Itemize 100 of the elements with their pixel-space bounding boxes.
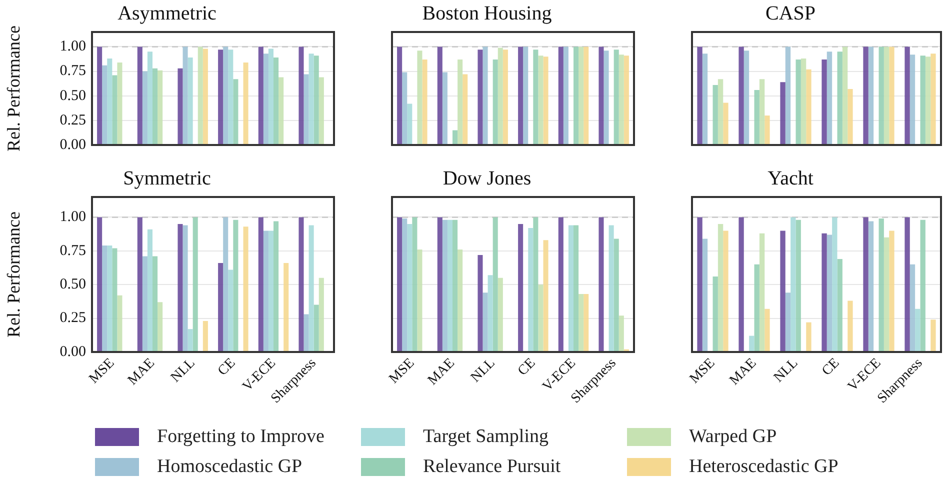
bar bbox=[137, 217, 142, 352]
bar bbox=[417, 50, 422, 144]
bar bbox=[182, 46, 188, 144]
bar bbox=[523, 46, 528, 144]
bar bbox=[584, 46, 589, 144]
y-tick-label: 0.75 bbox=[60, 63, 86, 80]
bar bbox=[188, 58, 193, 144]
bar bbox=[543, 240, 548, 352]
bar bbox=[910, 54, 916, 144]
bar bbox=[198, 46, 203, 144]
bar bbox=[462, 74, 468, 144]
bar bbox=[402, 72, 408, 144]
bar bbox=[223, 217, 228, 352]
chart-title: CASP bbox=[765, 2, 816, 24]
bar bbox=[796, 220, 801, 352]
bar bbox=[178, 68, 183, 144]
bar bbox=[920, 56, 926, 144]
y-tick-label: 0.50 bbox=[60, 276, 86, 293]
y-tick-label: 0.00 bbox=[60, 136, 86, 153]
bar bbox=[604, 50, 609, 144]
bar bbox=[258, 46, 264, 144]
bar bbox=[233, 220, 238, 352]
bar bbox=[152, 68, 158, 144]
bar bbox=[712, 276, 718, 352]
x-tick-label: CE bbox=[515, 356, 539, 379]
x-tick-label: NLL bbox=[468, 356, 498, 386]
bar bbox=[910, 264, 916, 352]
bar bbox=[558, 217, 564, 352]
bar bbox=[878, 46, 884, 144]
bar bbox=[233, 79, 238, 144]
bar bbox=[218, 263, 224, 352]
bar bbox=[832, 217, 838, 352]
x-tick-label: CE bbox=[819, 356, 843, 379]
bar bbox=[482, 46, 488, 144]
bar bbox=[624, 56, 629, 144]
bar bbox=[498, 278, 503, 352]
y-tick-label: 1.00 bbox=[60, 209, 86, 226]
bar bbox=[930, 320, 936, 352]
bar bbox=[749, 336, 754, 352]
bar bbox=[228, 50, 234, 144]
bar bbox=[274, 58, 279, 144]
bar bbox=[478, 254, 483, 352]
bar bbox=[397, 46, 402, 144]
chart-title: Dow Jones bbox=[442, 167, 532, 190]
bar bbox=[142, 71, 148, 144]
bar bbox=[308, 225, 314, 352]
x-tick-label: NLL bbox=[168, 356, 198, 386]
bar bbox=[614, 50, 619, 144]
bar bbox=[218, 50, 224, 144]
bar bbox=[578, 294, 584, 352]
bar bbox=[417, 250, 422, 352]
bar bbox=[558, 46, 564, 144]
bar bbox=[598, 217, 604, 352]
bar bbox=[263, 230, 268, 352]
chart-title: Yacht bbox=[768, 167, 814, 190]
bar bbox=[863, 217, 868, 352]
bar bbox=[723, 102, 728, 144]
bar bbox=[268, 230, 274, 352]
bar bbox=[697, 46, 702, 144]
bar bbox=[618, 316, 624, 352]
bar bbox=[158, 302, 163, 352]
bar bbox=[107, 246, 112, 352]
bar bbox=[884, 46, 890, 144]
bar bbox=[878, 218, 884, 352]
bar bbox=[298, 217, 304, 352]
bar bbox=[800, 58, 806, 144]
bar bbox=[488, 275, 493, 352]
y-tick-label: 0.00 bbox=[60, 344, 86, 360]
bar bbox=[744, 50, 750, 144]
bar bbox=[925, 56, 931, 144]
bar bbox=[697, 217, 702, 352]
bar bbox=[904, 217, 910, 352]
y-tick-label: 0.75 bbox=[60, 242, 86, 259]
bar bbox=[268, 48, 274, 144]
bar bbox=[618, 54, 624, 144]
bar bbox=[102, 65, 108, 144]
bar bbox=[608, 225, 614, 352]
legend-label: Forgetting to Improve bbox=[157, 426, 324, 448]
bar bbox=[97, 217, 102, 352]
legend-label: Warped GP bbox=[689, 426, 777, 448]
bar bbox=[868, 221, 874, 352]
x-tick-label: NLL bbox=[771, 356, 802, 386]
bar bbox=[458, 250, 463, 352]
bar bbox=[284, 263, 289, 352]
bar bbox=[598, 46, 604, 144]
bar bbox=[223, 46, 228, 144]
bar bbox=[178, 224, 183, 352]
bar bbox=[147, 52, 152, 144]
bar bbox=[137, 46, 142, 144]
bar bbox=[584, 294, 589, 352]
bar bbox=[102, 246, 108, 352]
bar bbox=[314, 304, 319, 352]
bar bbox=[304, 314, 309, 352]
bar bbox=[158, 70, 163, 144]
bar bbox=[308, 54, 314, 144]
bar bbox=[790, 217, 796, 352]
bar bbox=[826, 234, 832, 352]
bar bbox=[712, 85, 718, 144]
bar bbox=[822, 60, 827, 144]
bar bbox=[718, 79, 724, 144]
